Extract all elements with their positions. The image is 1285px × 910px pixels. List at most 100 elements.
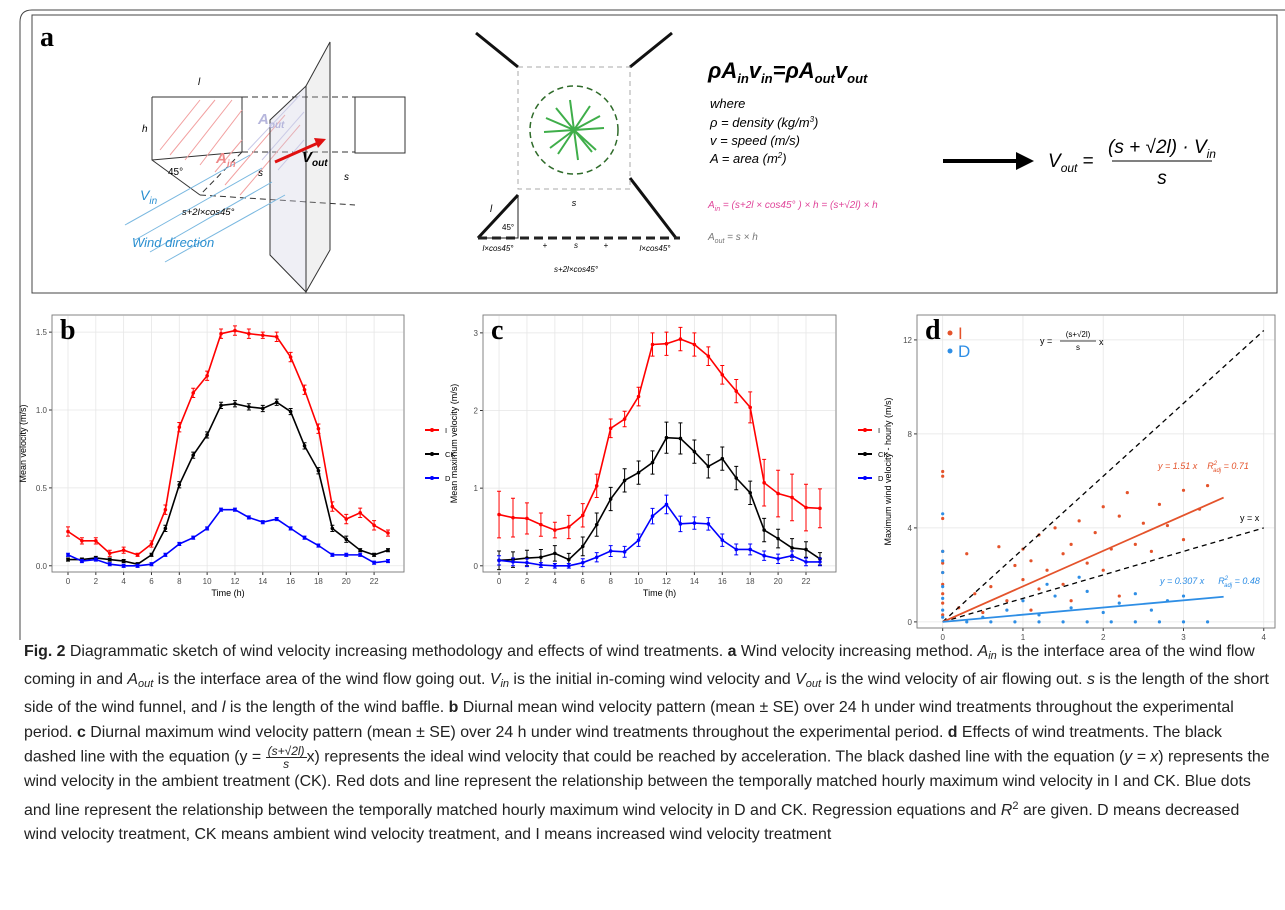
legend-swatch (430, 452, 434, 456)
data-point (720, 538, 725, 542)
data-point (1205, 620, 1210, 624)
sketch-label: l (198, 77, 201, 88)
data-point (274, 335, 279, 339)
sketch-label: Vout (302, 149, 328, 169)
eq-part: ρA (707, 58, 737, 83)
fit-line (942, 496, 1224, 623)
data-point (497, 558, 501, 563)
data-point (790, 495, 794, 500)
legend-label: D (445, 474, 451, 483)
data-point (650, 460, 655, 465)
x-axis-title: Time (h) (211, 588, 244, 598)
legend-swatch (947, 348, 953, 354)
legend-label: I (878, 426, 880, 435)
data-point (692, 449, 697, 454)
caption-text: is the wind velocity of air flowing out. (821, 671, 1087, 689)
x-tick-label: 12 (231, 577, 240, 586)
data-point (274, 400, 279, 405)
panel-label: b (60, 315, 76, 346)
ann-part: y = 1.51 x (1157, 461, 1198, 471)
data-point (1069, 542, 1073, 546)
caption-fraction-den: s (283, 756, 290, 771)
data-point (997, 545, 1001, 549)
data-point (664, 502, 669, 507)
annotation: y = 1.51 x R2 adj = 0.71 (1157, 461, 1249, 474)
caption-text: ) represents the wind velocity in the am… (24, 748, 1270, 820)
f-part: V (1048, 151, 1063, 172)
arrow-head (314, 138, 326, 148)
data-point (1117, 601, 1121, 605)
def-part: 2 (777, 151, 783, 160)
y-tick-label: 4 (908, 524, 913, 533)
data-point (594, 484, 599, 488)
f-part: A (707, 200, 715, 211)
angle-triangle (478, 195, 519, 239)
data-point (981, 610, 985, 615)
data-point (66, 557, 70, 562)
data-point (1165, 523, 1170, 528)
formulas: ρAinvin=ρAoutvout where ρ = density (kg/… (707, 58, 1216, 245)
data-point (177, 542, 182, 546)
f-part: A (707, 232, 715, 243)
data-point (219, 403, 223, 408)
panel-label: a (40, 22, 54, 53)
data-point (608, 497, 613, 501)
legend-swatch (863, 476, 867, 480)
data-point (965, 552, 969, 556)
plant (543, 99, 605, 161)
data-point (107, 557, 112, 562)
d-annotations: y = (s+√2l) s x y = x y = 1.51 x R2 adj = … (1040, 330, 1260, 589)
data-point (567, 563, 571, 568)
panel-label: d (925, 315, 941, 346)
data-point (233, 507, 237, 512)
def-part: A = area (m (709, 151, 778, 166)
data-point (1037, 587, 1041, 591)
data-point (233, 401, 237, 406)
ann-part: adj (1224, 583, 1233, 589)
definition: v = speed (m/s) (710, 133, 800, 148)
data-point (608, 426, 613, 431)
caption-text: x) represents the ideal wind velocity th… (306, 748, 1125, 766)
panel-label: c (491, 315, 503, 346)
plan-label: s (574, 241, 578, 250)
data-point (622, 417, 627, 421)
x-tick-label: 22 (370, 577, 379, 586)
data-point (553, 551, 557, 556)
x-tick-label: 4 (121, 577, 126, 586)
data-point (1157, 620, 1162, 624)
data-point (247, 405, 251, 409)
caption-text: is the length of the wind baffle. (225, 699, 449, 717)
data-point (748, 405, 752, 410)
data-point (804, 560, 808, 564)
definition: ρ = density (kg/m3) (709, 115, 818, 130)
data-point (107, 562, 112, 567)
label-part: V (302, 149, 314, 166)
x-tick-label: 14 (690, 577, 699, 586)
x-tick-label: 0 (497, 577, 502, 586)
label-part: A (215, 150, 227, 167)
def-part: ) (812, 115, 818, 130)
caption-symbol: V (795, 671, 806, 689)
data-point (358, 511, 362, 515)
x-tick-label: 10 (634, 577, 643, 586)
data-point (734, 476, 739, 480)
def-part: ) (780, 151, 786, 166)
x-tick-label: 20 (774, 577, 783, 586)
data-point (260, 406, 265, 411)
data-point (941, 516, 945, 521)
ann-part: adj (1213, 468, 1222, 474)
data-point (608, 549, 613, 553)
data-point (1045, 568, 1049, 572)
legend-label: I (445, 426, 447, 435)
data-point (941, 585, 945, 589)
caption-label: a (727, 643, 737, 660)
x-tick-label: 0 (66, 577, 71, 586)
plot-panel (51, 314, 405, 573)
data-point (1013, 620, 1017, 624)
data-point (567, 525, 571, 529)
data-point (720, 456, 725, 461)
data-point (1109, 620, 1113, 624)
plot-border (916, 314, 1276, 629)
data-point (372, 523, 376, 528)
